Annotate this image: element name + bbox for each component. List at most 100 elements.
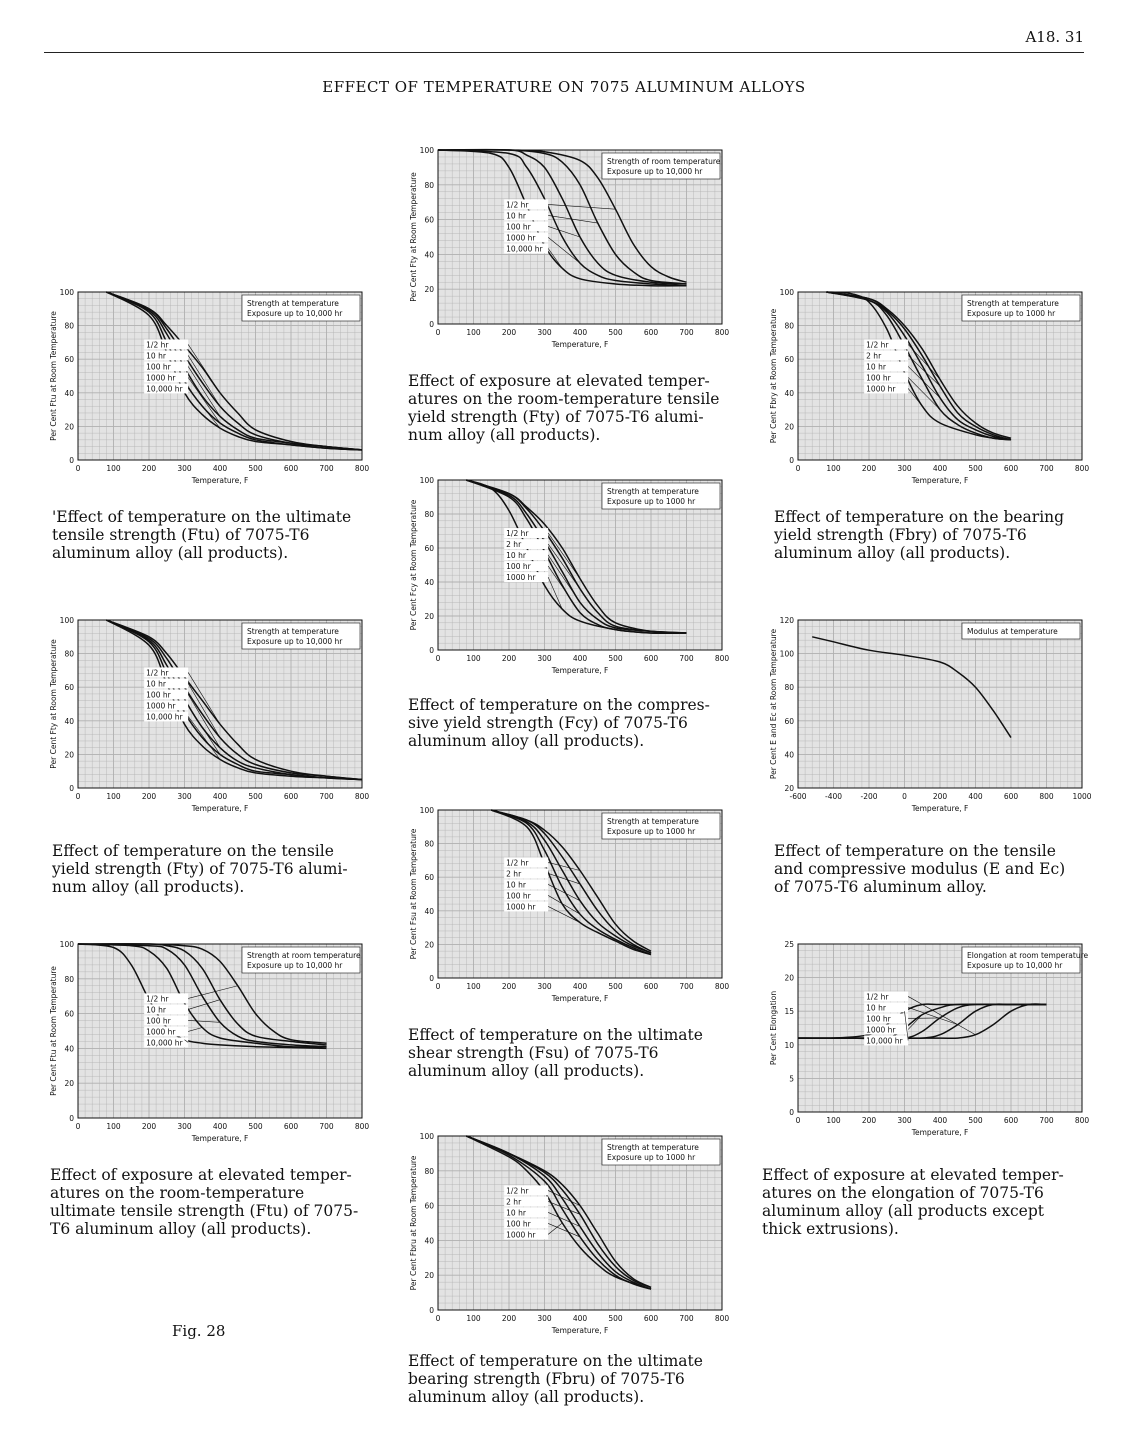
series-label-bg bbox=[504, 232, 549, 243]
series-leader bbox=[907, 366, 941, 399]
x-tick-label: 700 bbox=[319, 1122, 334, 1131]
caption-line: atures on the elongation of 7075-T6 bbox=[762, 1184, 1044, 1202]
y-tick-label: 100 bbox=[420, 806, 435, 815]
chart-svg: 0 100 200 300 400 500 600 700 800 0 20 40 60 80 100 Tem… bbox=[49, 288, 370, 485]
legend-text: Strength at temperature bbox=[607, 817, 699, 826]
y-tick-label: 15 bbox=[784, 1007, 794, 1016]
caption-fsu: Effect of temperature on the ultimate she… bbox=[408, 1026, 738, 1080]
series-leader bbox=[187, 388, 221, 429]
series-label: 10,000 hr bbox=[866, 1036, 903, 1045]
y-tick-label: 40 bbox=[424, 578, 434, 587]
x-tick-label: 700 bbox=[1039, 464, 1054, 473]
y-tick-label: 100 bbox=[60, 940, 75, 949]
chart-ftu: 0 100 200 300 400 500 600 700 800 0 20 40 60 80 100 Tem… bbox=[44, 286, 374, 486]
caption-line: num alloy (all products). bbox=[52, 878, 245, 896]
series-label-bg bbox=[504, 857, 549, 868]
series-label: 10,000 hr bbox=[146, 1038, 183, 1047]
series-leader bbox=[187, 672, 221, 725]
series-line bbox=[466, 479, 687, 635]
series-leader bbox=[187, 694, 221, 748]
series-label-bg bbox=[144, 667, 189, 678]
series-line bbox=[466, 1135, 652, 1290]
series-label: 10 hr bbox=[146, 1005, 167, 1014]
y-tick-label: 20 bbox=[64, 422, 74, 431]
legend-text: Strength at temperature bbox=[247, 627, 339, 636]
y-tick-label: 60 bbox=[784, 717, 794, 726]
series-line bbox=[437, 148, 687, 285]
series-leader bbox=[547, 532, 581, 579]
y-tick-label: 40 bbox=[64, 389, 74, 398]
series-line bbox=[826, 291, 1012, 441]
legend-text: Strength of room temperature bbox=[607, 157, 721, 166]
series-line bbox=[437, 149, 687, 287]
series-label: 1/2 hr bbox=[866, 992, 889, 1001]
caption-line: aluminum alloy (all products). bbox=[774, 544, 1011, 562]
x-tick-label: 400 bbox=[573, 982, 588, 991]
series-label-bg bbox=[864, 1002, 909, 1013]
x-tick-label: 100 bbox=[106, 792, 121, 801]
caption-ftu-rt: Effect of exposure at elevated temper-at… bbox=[50, 1166, 380, 1238]
y-tick-label: 100 bbox=[780, 650, 795, 659]
y-tick-label: 40 bbox=[784, 750, 794, 759]
x-tick-label: 100 bbox=[466, 654, 481, 663]
series-leader bbox=[547, 237, 581, 264]
y-tick-label: 80 bbox=[784, 322, 794, 331]
series-label: 10 hr bbox=[506, 211, 527, 220]
series-label-bg bbox=[144, 1026, 189, 1037]
series-label: 1000 hr bbox=[506, 1230, 536, 1239]
legend-text: Strength at room temperature bbox=[247, 951, 361, 960]
x-tick-label: 0 bbox=[436, 982, 441, 991]
series-label-bg bbox=[504, 572, 549, 583]
x-axis-label: Temperature, F bbox=[911, 476, 969, 485]
header-rule bbox=[44, 52, 1084, 53]
caption-line: aluminum alloy (all products). bbox=[408, 1062, 645, 1080]
series-leader bbox=[548, 895, 581, 915]
y-tick-label: 25 bbox=[784, 940, 794, 949]
series-label-bg bbox=[504, 550, 549, 561]
x-tick-label: 300 bbox=[537, 328, 552, 337]
x-tick-label: 500 bbox=[968, 464, 983, 473]
x-tick-label: 500 bbox=[248, 792, 263, 801]
series-label: 2 hr bbox=[866, 351, 882, 360]
y-tick-label: 0 bbox=[789, 456, 794, 465]
y-tick-label: 0 bbox=[789, 1108, 794, 1117]
x-tick-label: 200 bbox=[142, 464, 157, 473]
x-tick-label: 200 bbox=[502, 1314, 517, 1323]
series-leader bbox=[187, 344, 221, 393]
series-label: 100 hr bbox=[146, 362, 171, 371]
series-label-bg bbox=[144, 383, 189, 394]
series-label: 1/2 hr bbox=[506, 1186, 529, 1195]
x-tick-label: 500 bbox=[608, 982, 623, 991]
legend-box bbox=[601, 482, 721, 510]
series-line bbox=[490, 809, 652, 956]
y-tick-label: 40 bbox=[784, 389, 794, 398]
x-tick-label: 800 bbox=[355, 464, 370, 473]
page-title: EFFECT OF TEMPERATURE ON 7075 ALUMINUM A… bbox=[322, 78, 806, 96]
legend-text: Modulus at temperature bbox=[967, 627, 1058, 636]
caption-line: bearing strength (Fbru) of 7075-T6 bbox=[408, 1370, 685, 1388]
x-tick-label: 200 bbox=[933, 792, 948, 801]
legend-text: Strength at temperature bbox=[607, 1143, 699, 1152]
x-tick-label: 800 bbox=[1039, 792, 1054, 801]
plot-frame bbox=[437, 149, 723, 325]
series-leader bbox=[188, 985, 238, 999]
series-label: 1/2 hr bbox=[146, 994, 169, 1003]
legend-box bbox=[961, 622, 1081, 640]
x-tick-label: 0 bbox=[436, 654, 441, 663]
legend-box bbox=[241, 622, 361, 650]
series-label: 1000 hr bbox=[506, 573, 536, 582]
series-label-bg bbox=[864, 383, 909, 394]
y-tick-label: 0 bbox=[429, 320, 434, 329]
x-tick-label: 300 bbox=[177, 1122, 192, 1131]
x-tick-label: 100 bbox=[106, 464, 121, 473]
y-axis-label: Per Cent Ftu at Room Temperature bbox=[49, 311, 58, 441]
series-label: 1000 hr bbox=[506, 233, 536, 242]
caption-line: atures on the room-temperature bbox=[50, 1184, 305, 1202]
y-tick-label: 20 bbox=[424, 1271, 434, 1280]
chart-fty-rt: 0 100 200 300 400 500 600 700 800 0 20 40 60 80 100 Tem… bbox=[404, 144, 734, 350]
x-tick-label: 400 bbox=[933, 464, 948, 473]
x-tick-label: 300 bbox=[897, 464, 912, 473]
series-label: 1000 hr bbox=[146, 1027, 176, 1036]
x-tick-label: 600 bbox=[284, 1122, 299, 1131]
plot-frame bbox=[437, 1135, 723, 1311]
